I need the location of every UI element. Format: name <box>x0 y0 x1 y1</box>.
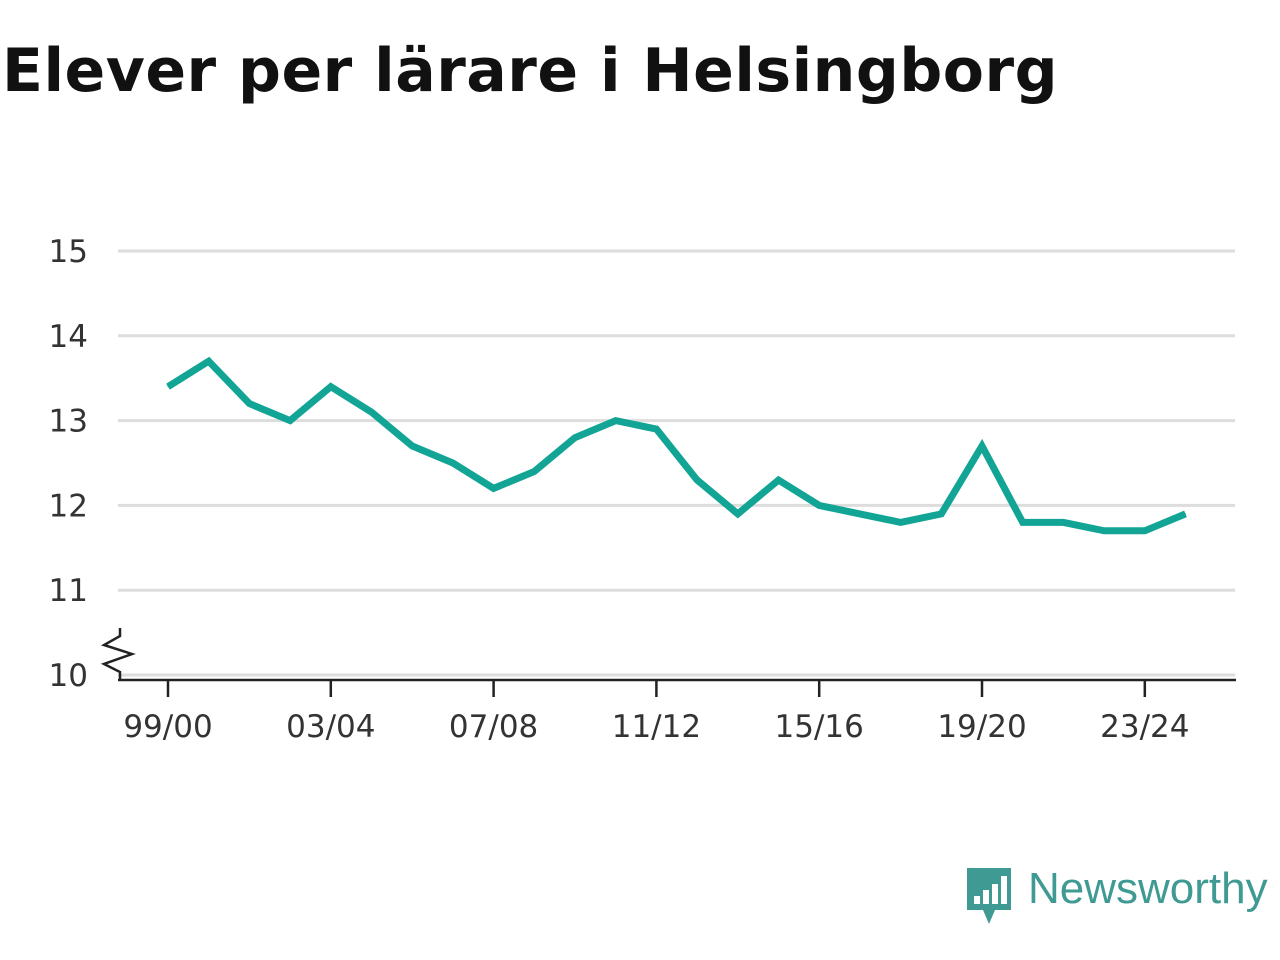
x-tick-label: 23/24 <box>1100 709 1189 745</box>
data-point <box>248 403 250 405</box>
x-tick-label: 99/00 <box>123 709 212 745</box>
y-tick-label: 15 <box>49 234 88 270</box>
data-point <box>1022 521 1024 523</box>
x-tick-label: 03/04 <box>286 709 375 745</box>
data-point <box>208 360 210 362</box>
data-point <box>737 513 739 515</box>
data-point <box>940 513 942 515</box>
y-tick-label: 12 <box>49 488 88 524</box>
data-point <box>452 462 454 464</box>
y-tick-label: 13 <box>49 404 88 440</box>
chart-title: Elever per lärare i Helsingborg <box>2 36 1059 106</box>
data-point <box>289 420 291 422</box>
data-point <box>859 513 861 515</box>
grid-lines <box>118 249 1235 677</box>
x-axis-ticks: 99/00 03/04 07/08 11/12 15/16 19/20 23/24 <box>123 680 1189 745</box>
series-group <box>166 356 1187 535</box>
y-tick-label: 14 <box>49 319 88 355</box>
x-tick-label: 11/12 <box>612 709 701 745</box>
data-point <box>493 487 495 489</box>
newsworthy-logo: Newsworthy <box>964 866 1268 926</box>
data-point <box>371 411 372 413</box>
y-tick-label: 11 <box>49 573 88 609</box>
data-point <box>1144 530 1146 532</box>
data-point <box>655 428 657 430</box>
data-point <box>574 437 576 439</box>
data-point <box>1103 530 1105 532</box>
brand-name: Newsworthy <box>1028 864 1268 913</box>
data-point <box>533 470 535 472</box>
data-point <box>1062 521 1064 523</box>
data-point <box>981 445 983 447</box>
data-point <box>615 420 617 422</box>
data-point <box>778 479 779 481</box>
data-point <box>1185 513 1186 515</box>
bar-chart-speech-bubble-icon <box>967 868 1011 924</box>
x-axis <box>100 628 1236 682</box>
data-point <box>696 479 698 481</box>
x-tick-label: 15/16 <box>775 709 864 745</box>
series-line <box>166 356 1187 535</box>
data-point <box>411 445 413 447</box>
y-axis-ticks: 10 11 12 13 14 15 <box>49 234 88 694</box>
x-tick-label: 07/08 <box>449 709 538 745</box>
data-point <box>818 504 820 506</box>
y-tick-label: 10 <box>49 658 88 694</box>
data-point <box>900 521 902 523</box>
axis-break-marker <box>100 628 136 680</box>
data-point <box>167 386 169 388</box>
x-tick-label: 19/20 <box>937 709 1026 745</box>
data-point <box>330 386 332 388</box>
